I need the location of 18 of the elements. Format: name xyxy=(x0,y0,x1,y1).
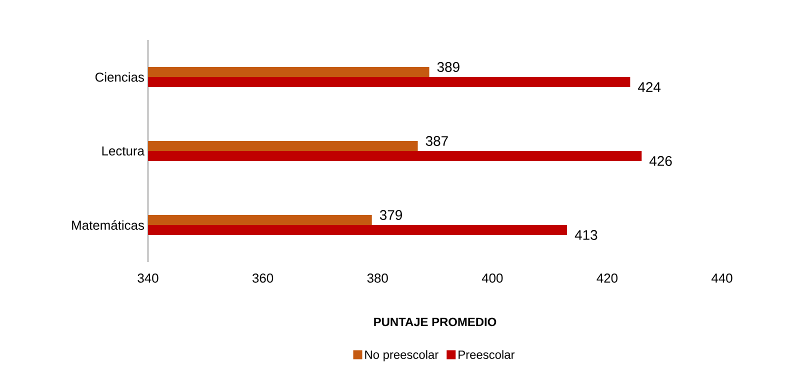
data-label: 389 xyxy=(437,62,460,72)
y-tick-label: Matemáticas xyxy=(72,220,144,230)
legend-label: No preescolar xyxy=(365,350,438,362)
y-tick-label: Lectura xyxy=(102,146,144,156)
data-label: 413 xyxy=(574,230,598,240)
y-tick-label: Ciencias xyxy=(95,72,144,82)
x-tick-label: 340 xyxy=(138,274,158,283)
data-label: 387 xyxy=(426,136,448,146)
data-label: 379 xyxy=(380,210,402,220)
x-axis-title: PUNTAJE PROMEDIO xyxy=(374,318,496,326)
x-tick-label: 400 xyxy=(482,274,503,283)
legend-label: Preescolar xyxy=(458,350,515,359)
data-label: 426 xyxy=(649,156,672,166)
data-label: 424 xyxy=(638,82,661,92)
x-tick-label: 360 xyxy=(252,274,274,283)
x-tick-label: 440 xyxy=(712,274,732,283)
x-tick-label: 420 xyxy=(596,274,618,283)
x-tick-label: 380 xyxy=(367,274,388,283)
